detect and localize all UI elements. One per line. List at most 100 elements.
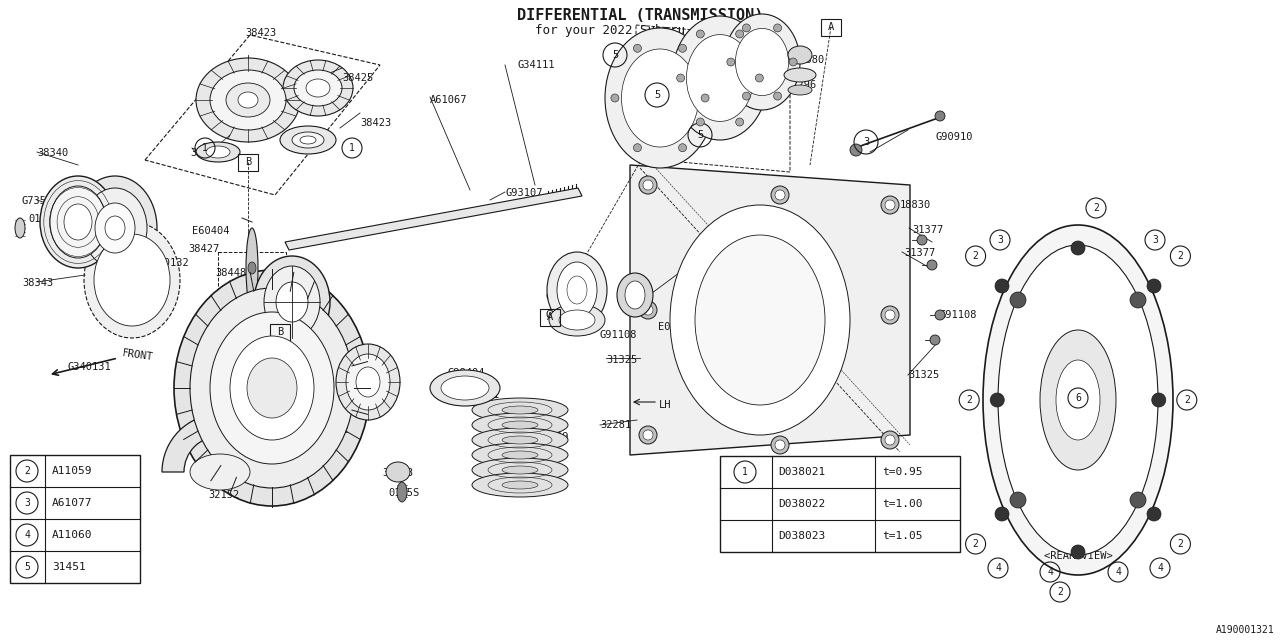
Text: G340132: G340132 xyxy=(145,258,188,268)
Bar xyxy=(218,252,285,402)
Ellipse shape xyxy=(881,306,899,324)
Text: t=1.00: t=1.00 xyxy=(882,499,923,509)
Text: 4: 4 xyxy=(1047,567,1053,577)
Ellipse shape xyxy=(472,398,568,422)
Ellipse shape xyxy=(788,46,812,64)
Ellipse shape xyxy=(276,282,308,322)
Text: D038021: D038021 xyxy=(778,467,826,477)
Ellipse shape xyxy=(701,94,709,102)
Ellipse shape xyxy=(430,370,500,406)
Text: G93107: G93107 xyxy=(506,188,543,198)
Ellipse shape xyxy=(15,218,26,238)
Ellipse shape xyxy=(502,451,538,459)
Ellipse shape xyxy=(634,44,641,52)
Text: 3: 3 xyxy=(1152,235,1158,245)
Ellipse shape xyxy=(639,426,657,444)
Text: 38343: 38343 xyxy=(381,468,413,478)
Text: 5: 5 xyxy=(654,90,660,100)
Ellipse shape xyxy=(790,58,797,66)
Ellipse shape xyxy=(1071,241,1085,255)
Ellipse shape xyxy=(472,443,568,467)
Ellipse shape xyxy=(696,118,704,126)
Text: 32281: 32281 xyxy=(600,420,631,430)
Ellipse shape xyxy=(95,203,134,253)
Bar xyxy=(719,456,960,552)
Text: 3: 3 xyxy=(997,235,1004,245)
Text: 5: 5 xyxy=(24,562,29,572)
Ellipse shape xyxy=(934,111,945,121)
Text: A11059: A11059 xyxy=(52,466,92,476)
Bar xyxy=(238,154,259,170)
Ellipse shape xyxy=(850,144,861,156)
Ellipse shape xyxy=(346,354,390,410)
Text: 1: 1 xyxy=(202,143,207,153)
Ellipse shape xyxy=(1147,507,1161,521)
Text: 4: 4 xyxy=(995,563,1001,573)
Ellipse shape xyxy=(502,466,538,474)
Text: 31325: 31325 xyxy=(605,355,637,365)
Ellipse shape xyxy=(64,204,92,240)
Text: 38425: 38425 xyxy=(189,148,221,158)
Ellipse shape xyxy=(1071,545,1085,559)
Text: 38340: 38340 xyxy=(37,148,68,158)
Ellipse shape xyxy=(294,70,342,106)
Text: 4: 4 xyxy=(1115,567,1121,577)
Text: D038022: D038022 xyxy=(778,499,826,509)
Ellipse shape xyxy=(502,481,538,489)
Ellipse shape xyxy=(183,320,326,496)
Text: 31325: 31325 xyxy=(908,370,940,380)
Ellipse shape xyxy=(1039,330,1116,470)
Ellipse shape xyxy=(397,482,407,502)
Ellipse shape xyxy=(774,440,785,450)
Wedge shape xyxy=(163,414,278,472)
Ellipse shape xyxy=(742,24,750,32)
Text: G340131: G340131 xyxy=(68,362,111,372)
Ellipse shape xyxy=(73,176,157,280)
Text: 31377: 31377 xyxy=(911,225,943,235)
Polygon shape xyxy=(630,165,910,455)
Ellipse shape xyxy=(442,376,489,400)
Ellipse shape xyxy=(643,180,653,190)
Text: G73530: G73530 xyxy=(22,196,59,206)
Ellipse shape xyxy=(678,44,686,52)
Ellipse shape xyxy=(991,393,1005,407)
Ellipse shape xyxy=(771,436,788,454)
Text: 6: 6 xyxy=(1075,393,1080,403)
Text: A11060: A11060 xyxy=(52,530,92,540)
Text: t=1.05: t=1.05 xyxy=(882,531,923,541)
Ellipse shape xyxy=(387,462,410,482)
Ellipse shape xyxy=(246,228,259,308)
Ellipse shape xyxy=(472,428,568,452)
Ellipse shape xyxy=(238,92,259,108)
Text: 38423: 38423 xyxy=(360,118,392,128)
Text: 2: 2 xyxy=(973,539,978,549)
Ellipse shape xyxy=(502,436,538,444)
Ellipse shape xyxy=(1010,492,1027,508)
Ellipse shape xyxy=(300,136,316,144)
Ellipse shape xyxy=(206,146,230,158)
Ellipse shape xyxy=(755,74,763,82)
Text: 2: 2 xyxy=(1178,251,1183,261)
Text: G91108: G91108 xyxy=(600,330,637,340)
Text: 1: 1 xyxy=(349,143,355,153)
Ellipse shape xyxy=(83,188,147,268)
Text: 1: 1 xyxy=(742,467,748,477)
Text: 38427: 38427 xyxy=(188,244,219,254)
Ellipse shape xyxy=(611,94,620,102)
Text: 4: 4 xyxy=(24,530,29,540)
Ellipse shape xyxy=(105,216,125,240)
Ellipse shape xyxy=(40,176,116,268)
Bar xyxy=(270,323,291,340)
Text: E60404: E60404 xyxy=(192,226,229,236)
Bar xyxy=(820,19,841,35)
Ellipse shape xyxy=(995,279,1009,293)
Text: A61077: A61077 xyxy=(52,498,92,508)
Text: G98404: G98404 xyxy=(93,196,131,206)
Ellipse shape xyxy=(617,273,653,317)
Text: 38343: 38343 xyxy=(22,278,54,288)
Ellipse shape xyxy=(678,144,686,152)
Text: 2: 2 xyxy=(1057,587,1062,597)
Ellipse shape xyxy=(736,28,788,95)
Text: G91108: G91108 xyxy=(940,310,978,320)
Ellipse shape xyxy=(210,312,334,464)
